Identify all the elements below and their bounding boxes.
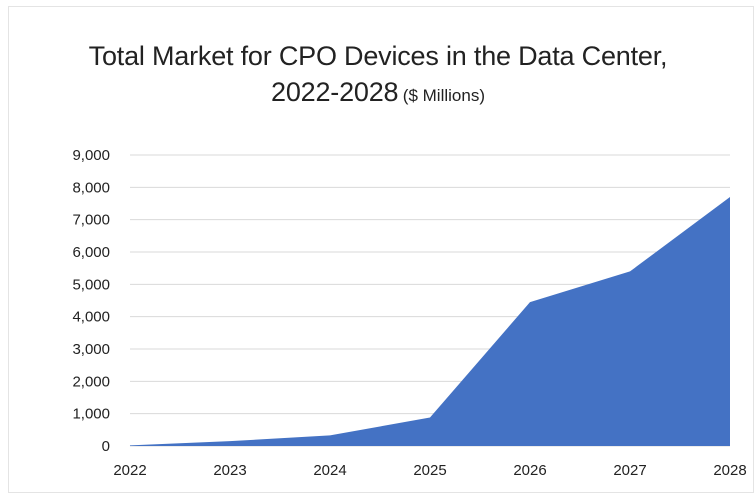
- chart-title: Total Market for CPO Devices in the Data…: [0, 38, 756, 115]
- area-series: [129, 196, 731, 446]
- y-tick-label: 5,000: [72, 276, 110, 293]
- chart-title-line2: 2022-2028 ($ Millions): [0, 74, 756, 115]
- chart-title-unit: ($ Millions): [402, 86, 485, 105]
- y-tick-label: 3,000: [72, 341, 110, 358]
- y-tick-label: 7,000: [72, 212, 110, 229]
- x-axis-ticks: 2022 2023 2024 2025 2026 2027 2028: [113, 462, 746, 479]
- y-tick-label: 1,000: [72, 406, 110, 423]
- x-tick-label: 2022: [113, 462, 146, 479]
- y-tick-label: 2,000: [72, 373, 110, 390]
- y-axis-ticks: 0 1,000 2,000 3,000 4,000 5,000 6,000 7,000 8,00…: [72, 147, 110, 455]
- y-tick-label: 6,000: [72, 244, 110, 261]
- x-tick-label: 2026: [513, 462, 546, 479]
- y-tick-label: 0: [102, 438, 110, 455]
- x-tick-label: 2025: [413, 462, 446, 479]
- x-tick-label: 2027: [613, 462, 646, 479]
- area-fill: [130, 197, 730, 446]
- y-tick-label: 4,000: [72, 309, 110, 326]
- y-tick-label: 9,000: [72, 147, 110, 164]
- x-tick-label: 2023: [213, 462, 246, 479]
- x-tick-label: 2024: [313, 462, 346, 479]
- x-tick-label: 2028: [713, 462, 746, 479]
- y-tick-label: 8,000: [72, 179, 110, 196]
- chart-title-years: 2022-2028: [271, 77, 399, 107]
- chart-title-line1: Total Market for CPO Devices in the Data…: [88, 41, 668, 71]
